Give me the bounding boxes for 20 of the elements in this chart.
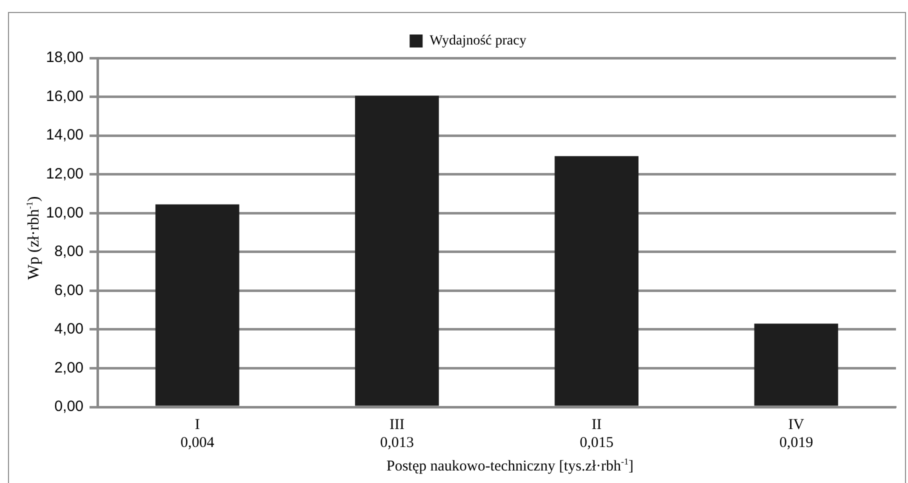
y-tick-label: 14,00	[46, 126, 84, 144]
y-tick-label: 8,00	[54, 243, 84, 260]
y-tick-label: 4,00	[54, 320, 84, 338]
y-tick-label: 10,00	[46, 204, 84, 222]
x-tick-label: I 0,004	[180, 416, 215, 451]
bar	[355, 96, 439, 406]
x-tick-label: IV 0,019	[779, 416, 814, 451]
bar	[554, 156, 638, 406]
x-tick-label: II 0,015	[580, 416, 614, 451]
bar	[155, 204, 240, 406]
y-tick-label: 6,00	[54, 282, 84, 299]
x-tick-label: III 0,013	[380, 416, 414, 451]
y-tick-label: 0,00	[54, 398, 84, 416]
y-tick-label: 16,00	[46, 88, 84, 105]
y-tick-label: 18,00	[46, 49, 84, 66]
y-tick-label: 2,00	[54, 359, 84, 376]
legend-label: Wydajność pracy	[430, 34, 526, 49]
bar	[754, 324, 838, 406]
x-axis-title: Postęp naukowo-techniczny [tys.zł·rbh$^{-1}$]	[386, 456, 634, 476]
y-tick-label: 12,00	[46, 165, 84, 182]
